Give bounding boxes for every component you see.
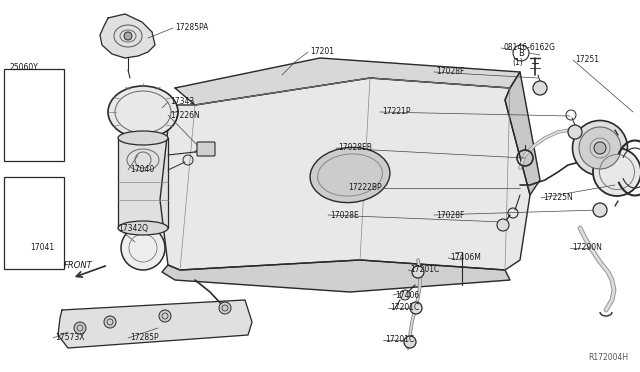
- Circle shape: [593, 203, 607, 217]
- Text: 17226N: 17226N: [170, 110, 200, 119]
- Text: 17251: 17251: [575, 55, 599, 64]
- Ellipse shape: [579, 127, 621, 169]
- Text: 17028E: 17028E: [330, 211, 359, 219]
- Polygon shape: [175, 58, 520, 105]
- Ellipse shape: [310, 147, 390, 203]
- Text: 17201C: 17201C: [385, 336, 414, 344]
- Circle shape: [594, 142, 606, 154]
- Text: (1): (1): [512, 58, 523, 67]
- Text: 17201: 17201: [310, 48, 334, 57]
- Circle shape: [124, 32, 132, 40]
- Text: 17342Q: 17342Q: [118, 224, 148, 232]
- Text: 17040: 17040: [130, 166, 154, 174]
- Polygon shape: [505, 72, 540, 195]
- Text: 17201C: 17201C: [390, 304, 419, 312]
- Ellipse shape: [118, 221, 168, 235]
- Ellipse shape: [108, 86, 178, 138]
- Circle shape: [219, 302, 231, 314]
- Text: 17028F: 17028F: [436, 67, 465, 77]
- FancyBboxPatch shape: [4, 69, 64, 161]
- Ellipse shape: [593, 148, 640, 196]
- Circle shape: [404, 336, 416, 348]
- Text: R172004H: R172004H: [588, 353, 628, 362]
- Circle shape: [568, 125, 582, 139]
- Polygon shape: [100, 14, 155, 58]
- Text: 17225N: 17225N: [543, 193, 573, 202]
- Circle shape: [410, 302, 422, 314]
- Text: 17221P: 17221P: [382, 108, 410, 116]
- Text: 25060Y: 25060Y: [10, 64, 39, 73]
- Text: 17343: 17343: [170, 97, 195, 106]
- Text: 17406M: 17406M: [450, 253, 481, 263]
- Circle shape: [533, 81, 547, 95]
- Text: 17041: 17041: [30, 244, 54, 253]
- Text: 17222BP: 17222BP: [348, 183, 381, 192]
- Circle shape: [159, 310, 171, 322]
- Text: 17028EB: 17028EB: [338, 144, 372, 153]
- Text: 17406: 17406: [395, 291, 419, 299]
- Text: B: B: [518, 48, 524, 58]
- Circle shape: [400, 290, 410, 300]
- Circle shape: [412, 266, 424, 278]
- FancyBboxPatch shape: [197, 142, 215, 156]
- FancyBboxPatch shape: [4, 177, 64, 269]
- Polygon shape: [118, 138, 168, 228]
- Circle shape: [74, 322, 86, 334]
- Text: 08146-6162G: 08146-6162G: [503, 44, 555, 52]
- Text: 17201C: 17201C: [410, 266, 439, 275]
- Circle shape: [513, 45, 529, 61]
- Text: FRONT: FRONT: [63, 261, 92, 270]
- Circle shape: [104, 316, 116, 328]
- Polygon shape: [58, 300, 252, 348]
- Text: 17028F: 17028F: [436, 211, 465, 219]
- Circle shape: [497, 219, 509, 231]
- Circle shape: [121, 226, 165, 270]
- Polygon shape: [160, 78, 530, 270]
- Ellipse shape: [118, 131, 168, 145]
- Text: 17290N: 17290N: [572, 244, 602, 253]
- Text: 17285P: 17285P: [130, 334, 159, 343]
- Text: 17573X: 17573X: [55, 334, 84, 343]
- Text: 17285PA: 17285PA: [175, 23, 209, 32]
- Ellipse shape: [573, 121, 627, 176]
- Polygon shape: [162, 260, 510, 292]
